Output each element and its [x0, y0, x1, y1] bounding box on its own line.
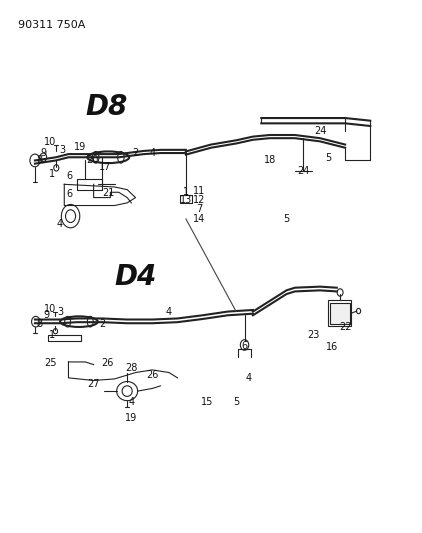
Text: 10: 10 [43, 137, 56, 147]
Bar [330, 303, 350, 324]
Text: 20: 20 [87, 156, 99, 165]
Text: 19: 19 [74, 142, 87, 152]
Text: 2: 2 [133, 148, 139, 158]
Text: 5: 5 [283, 214, 289, 224]
Text: 6: 6 [66, 172, 72, 181]
Text: 15: 15 [200, 397, 213, 407]
Text: 5: 5 [233, 397, 239, 407]
Text: 8: 8 [36, 156, 42, 165]
Text: 23: 23 [308, 330, 320, 341]
Text: 21: 21 [102, 188, 114, 198]
Text: 14: 14 [193, 214, 206, 224]
Text: 16: 16 [327, 342, 339, 352]
Text: 22: 22 [339, 322, 352, 333]
Text: 18: 18 [264, 156, 276, 165]
Text: 4: 4 [128, 397, 135, 407]
Text: 1: 1 [183, 187, 189, 197]
Text: 28: 28 [125, 364, 138, 373]
Text: 25: 25 [45, 358, 57, 368]
Bar [328, 301, 352, 326]
Text: 13: 13 [180, 195, 192, 205]
Text: 19: 19 [125, 413, 138, 423]
Text: 6: 6 [66, 189, 72, 199]
Text: 11: 11 [193, 185, 206, 196]
Text: D8: D8 [85, 93, 127, 122]
Text: 4: 4 [149, 148, 155, 158]
Text: D4: D4 [115, 263, 157, 291]
Text: 9: 9 [43, 310, 50, 320]
Text: 26: 26 [146, 370, 159, 379]
Text: 5: 5 [325, 153, 332, 163]
Text: 10: 10 [43, 304, 56, 314]
Text: 1: 1 [49, 330, 55, 341]
Text: 4: 4 [57, 219, 63, 229]
Text: 27: 27 [87, 379, 100, 389]
Text: 24: 24 [297, 166, 309, 176]
Text: 6: 6 [241, 341, 248, 351]
Text: 12: 12 [193, 195, 206, 205]
Text: 9: 9 [40, 148, 46, 158]
Text: 4: 4 [246, 373, 252, 383]
Text: 4: 4 [166, 306, 172, 317]
Text: 90311 750A: 90311 750A [18, 20, 86, 30]
Text: 1: 1 [49, 169, 55, 179]
Text: 7: 7 [196, 204, 203, 214]
Text: 3: 3 [59, 145, 65, 155]
Text: 3: 3 [57, 306, 63, 317]
Text: 24: 24 [314, 126, 326, 136]
Text: 17: 17 [99, 163, 111, 172]
Text: 2: 2 [99, 319, 105, 329]
Text: 8: 8 [36, 319, 42, 329]
Text: 26: 26 [101, 358, 113, 368]
